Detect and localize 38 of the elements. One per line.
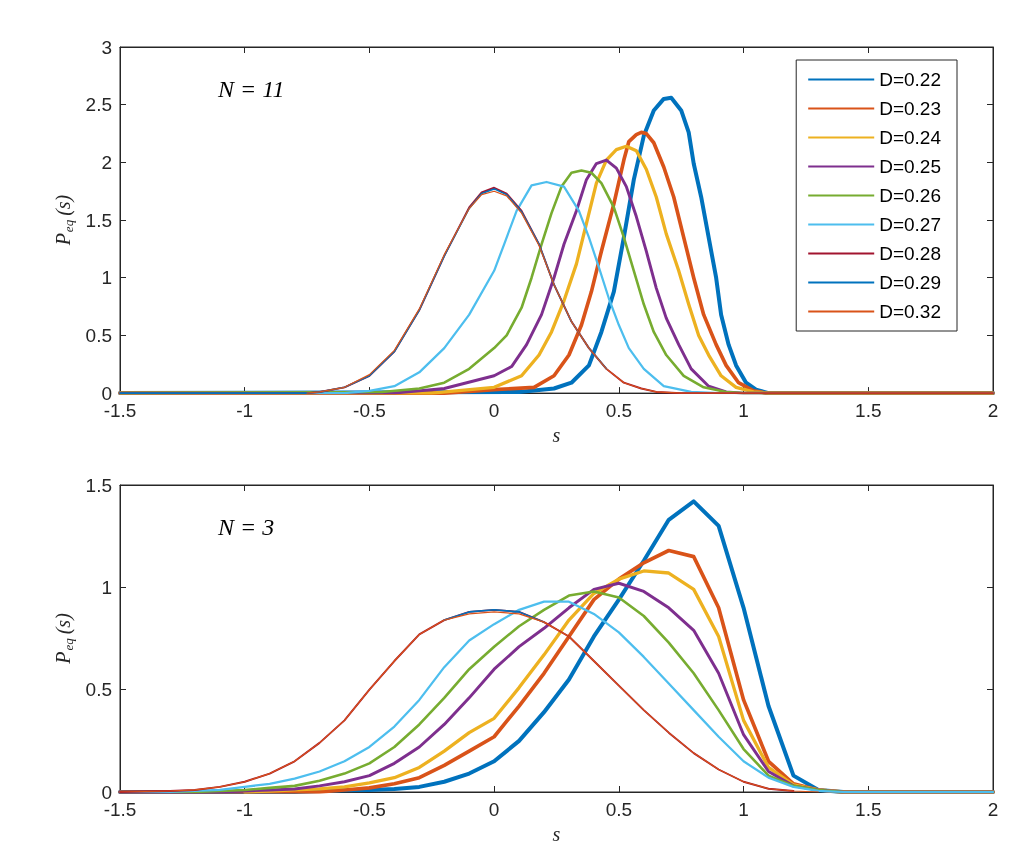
- y-tick-label: 3: [101, 36, 112, 58]
- y-tick-label: 1: [101, 267, 112, 289]
- x-axis-title: s: [552, 822, 561, 845]
- y-tick-label: 1: [101, 576, 112, 598]
- x-tick-label: -1: [236, 400, 254, 422]
- legend-label: D=0.25: [879, 156, 941, 177]
- y-tick-label: 1.5: [85, 209, 112, 231]
- legend-label: D=0.27: [879, 214, 941, 235]
- legend-label: D=0.28: [879, 243, 941, 264]
- legend-label: D=0.22: [879, 69, 941, 90]
- x-tick-label: 0.5: [605, 400, 633, 422]
- x-tick-label: 0: [488, 799, 500, 820]
- y-tick-label: 2: [101, 151, 112, 173]
- annotation: N = 11: [217, 76, 285, 102]
- x-tick-label: 1.5: [855, 400, 882, 422]
- x-axis-title: s: [552, 424, 561, 446]
- y-tick-label: 2.5: [85, 94, 112, 116]
- x-tick-label: -0.5: [353, 400, 386, 422]
- x-tick-label: 2: [987, 799, 999, 820]
- legend-label: D=0.29: [879, 272, 941, 293]
- x-tick-label: -0.5: [353, 799, 386, 820]
- x-tick-label: 1: [738, 400, 749, 422]
- legend-label: D=0.24: [879, 127, 942, 148]
- x-tick-label: 0: [488, 400, 500, 422]
- y-axis-title: Peq(s): [52, 194, 76, 247]
- y-tick-label: 0.5: [85, 679, 112, 701]
- annotation: N = 3: [217, 514, 275, 540]
- legend-label: D=0.26: [879, 185, 941, 206]
- y-tick-label: 0.5: [85, 324, 112, 346]
- legend-label: D=0.23: [879, 98, 941, 119]
- y-axis-title: Peq(s): [52, 612, 76, 665]
- y-tick-label: 1.5: [85, 474, 112, 496]
- legend-label: D=0.32: [879, 301, 941, 322]
- x-tick-label: 2: [987, 400, 999, 422]
- x-tick-label: 1.5: [855, 799, 882, 820]
- x-tick-label: 1: [738, 799, 749, 820]
- x-tick-label: 0.5: [605, 799, 633, 820]
- x-tick-label: -1: [236, 799, 254, 820]
